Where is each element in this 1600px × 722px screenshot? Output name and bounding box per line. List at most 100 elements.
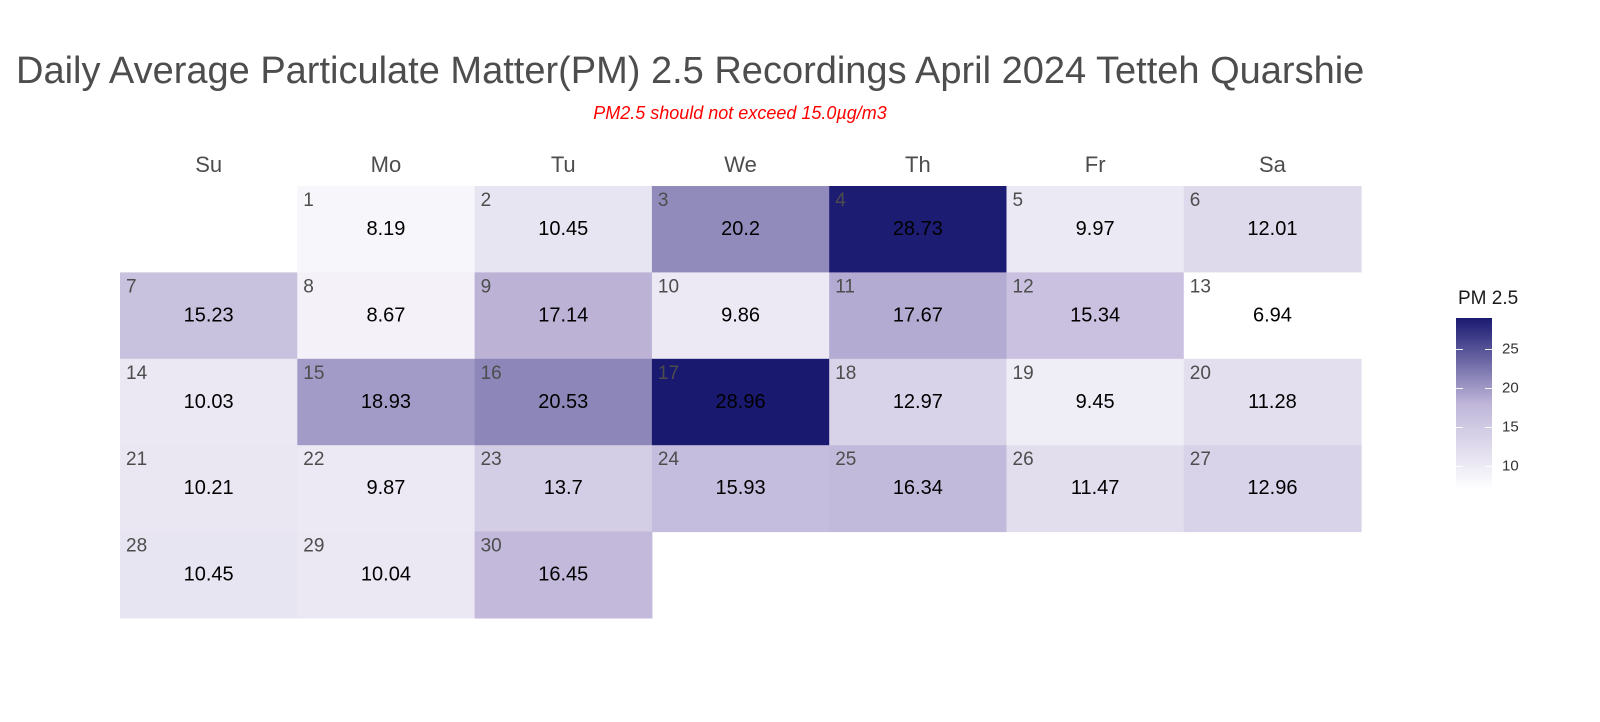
value-label: 10.45 xyxy=(184,564,234,586)
value-label: 13.7 xyxy=(544,477,583,499)
day-number: 29 xyxy=(303,536,324,557)
day-number: 26 xyxy=(1013,449,1034,470)
day-number: 6 xyxy=(1190,190,1201,211)
day-number: 24 xyxy=(658,449,680,470)
day-number: 16 xyxy=(481,363,502,384)
chart-subtitle: PM2.5 should not exceed 15.0µg/m3 xyxy=(593,103,887,123)
day-number: 18 xyxy=(835,363,856,384)
calendar-cell xyxy=(297,445,476,533)
legend-tick-mark xyxy=(1485,466,1492,468)
value-label: 20.53 xyxy=(538,391,588,413)
day-number: 20 xyxy=(1190,363,1211,384)
legend-tick-mark xyxy=(1456,348,1463,350)
calendar-heatmap: Su Mo Tu We Th Fr Sa 1 8.19 2 10.45 3 20.2 4 28.73 5 9.9… xyxy=(120,152,1362,619)
day-number: 4 xyxy=(835,190,846,211)
value-label: 17.14 xyxy=(538,304,588,326)
value-label: 8.19 xyxy=(366,218,405,240)
value-label: 12.01 xyxy=(1247,218,1297,240)
value-label: 9.87 xyxy=(366,477,405,499)
calendar-cell xyxy=(474,531,653,619)
day-number: 10 xyxy=(658,276,679,297)
calendar-cell xyxy=(1006,272,1185,360)
calendar-cell xyxy=(297,186,476,273)
day-number: 2 xyxy=(481,190,492,211)
weekday-label: Th xyxy=(905,152,931,177)
legend-tick-label: 25 xyxy=(1502,340,1519,358)
calendar-cell xyxy=(829,272,1007,360)
day-number: 23 xyxy=(481,449,502,470)
day-number: 12 xyxy=(1013,276,1034,297)
value-label: 9.45 xyxy=(1076,391,1115,413)
calendar-cell xyxy=(1006,186,1185,273)
weekday-label: Mo xyxy=(371,152,402,177)
calendar-cell xyxy=(829,186,1007,273)
legend: PM 2.5 10 15 20 25 xyxy=(1450,284,1560,504)
value-label: 15.34 xyxy=(1070,304,1120,326)
value-label: 28.96 xyxy=(716,391,766,413)
weekday-label: Tu xyxy=(551,152,576,177)
day-number: 27 xyxy=(1190,449,1211,470)
day-number: 8 xyxy=(303,276,314,297)
day-number: 21 xyxy=(126,449,147,470)
value-label: 16.45 xyxy=(538,564,588,586)
legend-tick-label: 15 xyxy=(1502,418,1519,436)
legend-colorbar xyxy=(1456,318,1492,490)
value-label: 20.2 xyxy=(721,218,760,240)
legend-tick-label: 20 xyxy=(1502,379,1519,397)
calendar-cell xyxy=(1183,272,1362,360)
day-number: 9 xyxy=(481,276,492,297)
day-number: 5 xyxy=(1013,190,1024,211)
day-number: 14 xyxy=(126,363,148,384)
weekday-label: Fr xyxy=(1085,152,1106,177)
weekday-label: Sa xyxy=(1259,152,1287,177)
calendar-cell xyxy=(1183,358,1362,446)
value-label: 9.86 xyxy=(721,304,760,326)
calendar-cell xyxy=(297,531,476,619)
day-number: 3 xyxy=(658,190,669,211)
day-number: 13 xyxy=(1190,276,1211,297)
day-number: 22 xyxy=(303,449,324,470)
value-label: 8.67 xyxy=(366,304,405,326)
legend-tick-mark xyxy=(1456,387,1463,389)
value-label: 10.45 xyxy=(538,218,588,240)
calendar-cell xyxy=(829,358,1007,446)
legend-tick-mark xyxy=(1456,466,1463,468)
value-label: 15.23 xyxy=(184,304,234,326)
calendar-cell xyxy=(651,445,830,533)
value-label: 18.93 xyxy=(361,391,411,413)
calendar-cell xyxy=(120,272,298,360)
calendar-cell xyxy=(651,186,830,273)
value-label: 12.96 xyxy=(1247,477,1297,499)
day-number: 7 xyxy=(126,276,137,297)
calendar-cell xyxy=(1183,445,1362,533)
calendar-cell xyxy=(474,445,653,533)
calendar-cell xyxy=(651,272,830,360)
day-number: 17 xyxy=(658,363,679,384)
value-label: 16.34 xyxy=(893,477,943,499)
calendar-cell xyxy=(1006,445,1185,533)
calendar-cell xyxy=(297,272,476,360)
value-label: 6.94 xyxy=(1253,304,1292,326)
calendar-cell xyxy=(297,358,476,446)
day-number: 25 xyxy=(835,449,856,470)
day-number: 1 xyxy=(303,190,314,211)
day-number: 15 xyxy=(303,363,324,384)
calendar-cell xyxy=(1006,358,1185,446)
legend-tick-label: 10 xyxy=(1502,457,1519,475)
calendar-cell xyxy=(120,358,298,446)
value-label: 10.21 xyxy=(184,477,234,499)
calendar-cell xyxy=(474,272,653,360)
legend-tick-mark xyxy=(1485,348,1492,350)
legend-tick-mark xyxy=(1485,387,1492,389)
day-number: 11 xyxy=(835,276,855,297)
chart-title: Daily Average Particulate Matter(PM) 2.5… xyxy=(16,50,1365,92)
value-label: 10.04 xyxy=(361,564,411,586)
calendar-cell xyxy=(474,358,653,446)
calendar-cell xyxy=(1183,186,1362,273)
value-label: 9.97 xyxy=(1076,218,1115,240)
calendar-cell xyxy=(829,445,1007,533)
day-number: 28 xyxy=(126,536,147,557)
value-label: 17.67 xyxy=(893,304,943,326)
legend-tick-mark xyxy=(1456,427,1463,429)
value-label: 10.03 xyxy=(184,391,234,413)
